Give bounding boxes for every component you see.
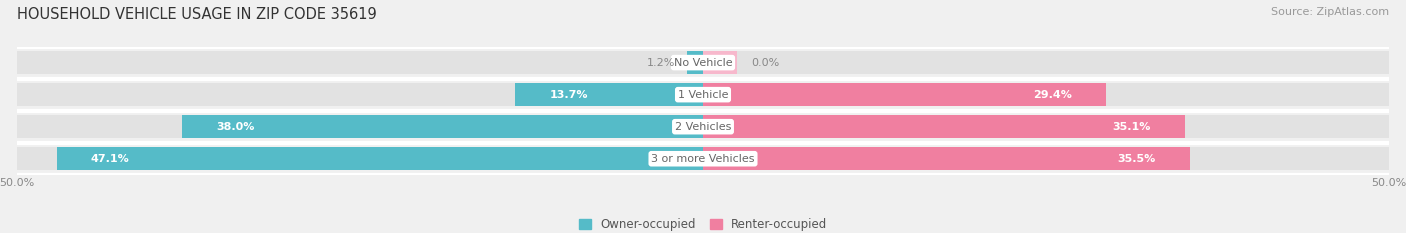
Bar	[703, 83, 1107, 106]
Text: 38.0%: 38.0%	[217, 122, 254, 132]
Text: HOUSEHOLD VEHICLE USAGE IN ZIP CODE 35619: HOUSEHOLD VEHICLE USAGE IN ZIP CODE 3561…	[17, 7, 377, 22]
Bar	[17, 147, 1389, 170]
Text: 3 or more Vehicles: 3 or more Vehicles	[651, 154, 755, 164]
Legend: Owner-occupied, Renter-occupied: Owner-occupied, Renter-occupied	[574, 213, 832, 233]
Bar	[181, 115, 703, 138]
Text: 47.1%: 47.1%	[91, 154, 129, 164]
Bar	[703, 51, 737, 74]
Bar	[17, 115, 1389, 138]
Bar	[56, 147, 703, 170]
Text: 1 Vehicle: 1 Vehicle	[678, 90, 728, 100]
Bar	[686, 51, 703, 74]
Bar	[17, 51, 1389, 74]
Bar	[703, 115, 1185, 138]
Text: No Vehicle: No Vehicle	[673, 58, 733, 68]
Bar	[703, 147, 1189, 170]
Bar	[17, 83, 1389, 106]
Text: 35.1%: 35.1%	[1112, 122, 1150, 132]
Bar	[515, 83, 703, 106]
Text: 2 Vehicles: 2 Vehicles	[675, 122, 731, 132]
Text: 13.7%: 13.7%	[550, 90, 588, 100]
Text: 29.4%: 29.4%	[1033, 90, 1073, 100]
Text: 35.5%: 35.5%	[1118, 154, 1156, 164]
Text: 1.2%: 1.2%	[647, 58, 675, 68]
Text: 0.0%: 0.0%	[751, 58, 779, 68]
Text: Source: ZipAtlas.com: Source: ZipAtlas.com	[1271, 7, 1389, 17]
